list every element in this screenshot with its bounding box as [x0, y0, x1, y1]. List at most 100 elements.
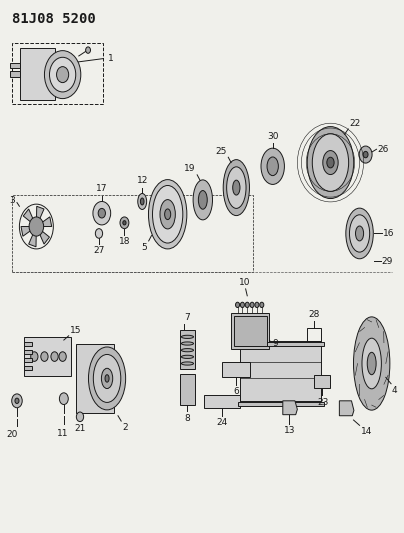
- Ellipse shape: [181, 335, 194, 338]
- Text: 4: 4: [392, 386, 398, 395]
- Ellipse shape: [101, 368, 113, 389]
- Ellipse shape: [141, 198, 144, 205]
- Ellipse shape: [153, 185, 183, 243]
- Text: 19: 19: [185, 164, 196, 173]
- Ellipse shape: [88, 347, 126, 410]
- Circle shape: [250, 302, 254, 308]
- Text: 1: 1: [108, 54, 114, 63]
- Text: 29: 29: [382, 257, 393, 265]
- Bar: [238, 402, 324, 406]
- Ellipse shape: [105, 375, 109, 382]
- Circle shape: [120, 217, 129, 229]
- Bar: [234, 316, 267, 346]
- Text: 30: 30: [267, 132, 278, 141]
- Bar: [24, 337, 71, 376]
- Text: 2: 2: [122, 423, 128, 432]
- Ellipse shape: [57, 67, 69, 83]
- Ellipse shape: [181, 349, 194, 352]
- Circle shape: [98, 208, 105, 218]
- Bar: [180, 374, 195, 405]
- Ellipse shape: [198, 191, 207, 209]
- Bar: [231, 313, 269, 349]
- Text: 21: 21: [74, 424, 86, 433]
- Text: 7: 7: [185, 313, 190, 322]
- Circle shape: [29, 217, 44, 236]
- Circle shape: [245, 302, 249, 308]
- Circle shape: [93, 201, 111, 225]
- Text: 8: 8: [185, 414, 190, 423]
- Polygon shape: [36, 217, 52, 227]
- Ellipse shape: [367, 352, 376, 375]
- Bar: [314, 375, 330, 388]
- Ellipse shape: [307, 126, 354, 199]
- Ellipse shape: [346, 208, 373, 259]
- Circle shape: [59, 393, 68, 405]
- Ellipse shape: [49, 58, 76, 92]
- Ellipse shape: [233, 180, 240, 195]
- Text: 3: 3: [10, 197, 15, 205]
- Bar: [240, 341, 321, 401]
- Ellipse shape: [356, 226, 364, 241]
- Ellipse shape: [227, 167, 246, 208]
- Ellipse shape: [354, 317, 390, 410]
- Text: 6: 6: [234, 387, 239, 396]
- Text: 16: 16: [383, 229, 394, 238]
- Polygon shape: [23, 209, 36, 227]
- Ellipse shape: [93, 354, 121, 402]
- Ellipse shape: [323, 150, 338, 175]
- Ellipse shape: [267, 157, 278, 176]
- Circle shape: [51, 352, 58, 361]
- Text: 15: 15: [70, 326, 81, 335]
- Text: 26: 26: [378, 145, 389, 154]
- Text: 11: 11: [57, 429, 68, 438]
- Circle shape: [86, 47, 90, 53]
- Text: 24: 24: [217, 418, 228, 427]
- Circle shape: [95, 229, 103, 238]
- Circle shape: [255, 302, 259, 308]
- Bar: [12, 43, 103, 104]
- Ellipse shape: [160, 199, 175, 229]
- Polygon shape: [21, 227, 36, 236]
- Circle shape: [15, 398, 19, 403]
- Text: 28: 28: [308, 310, 320, 319]
- Polygon shape: [339, 401, 354, 416]
- Polygon shape: [29, 227, 36, 247]
- Bar: [12, 195, 252, 272]
- Text: 12: 12: [137, 176, 148, 185]
- Circle shape: [76, 412, 84, 422]
- Text: 20: 20: [6, 430, 18, 439]
- Bar: [24, 350, 32, 354]
- Bar: [222, 362, 250, 377]
- Bar: [24, 358, 32, 362]
- Text: 25: 25: [216, 147, 227, 156]
- Text: 10: 10: [239, 278, 250, 287]
- Ellipse shape: [223, 160, 249, 215]
- Circle shape: [240, 302, 244, 308]
- Ellipse shape: [181, 362, 194, 365]
- Text: 27: 27: [93, 246, 105, 255]
- Text: 22: 22: [349, 119, 361, 128]
- Circle shape: [359, 146, 372, 163]
- Ellipse shape: [149, 180, 187, 249]
- Polygon shape: [36, 206, 44, 227]
- Ellipse shape: [312, 134, 349, 191]
- Ellipse shape: [261, 148, 284, 184]
- Bar: [238, 342, 324, 346]
- Text: 18: 18: [119, 237, 130, 246]
- Text: 9: 9: [273, 340, 278, 348]
- Text: 17: 17: [96, 184, 107, 193]
- Bar: [24, 342, 32, 346]
- Text: 14: 14: [361, 427, 372, 437]
- Text: 23: 23: [318, 398, 329, 407]
- Text: 13: 13: [284, 426, 295, 435]
- Circle shape: [59, 352, 66, 361]
- Ellipse shape: [327, 157, 334, 168]
- Circle shape: [12, 394, 22, 408]
- Circle shape: [363, 151, 368, 158]
- Bar: [10, 63, 20, 68]
- Ellipse shape: [193, 180, 213, 220]
- Ellipse shape: [44, 51, 81, 99]
- Bar: [76, 344, 114, 413]
- Polygon shape: [36, 227, 49, 244]
- Bar: [307, 328, 321, 341]
